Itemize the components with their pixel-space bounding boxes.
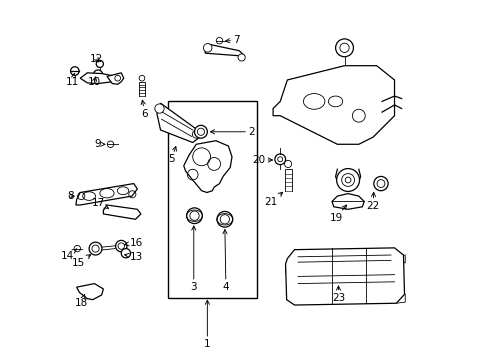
Text: 16: 16 bbox=[124, 238, 142, 248]
Circle shape bbox=[192, 130, 200, 138]
Text: 6: 6 bbox=[141, 100, 148, 118]
Text: 8: 8 bbox=[67, 191, 74, 201]
Circle shape bbox=[96, 60, 103, 67]
Circle shape bbox=[107, 141, 114, 148]
Polygon shape bbox=[394, 255, 405, 263]
Polygon shape bbox=[285, 248, 404, 305]
Polygon shape bbox=[103, 205, 141, 219]
Circle shape bbox=[115, 240, 127, 252]
Text: 15: 15 bbox=[72, 255, 91, 268]
Polygon shape bbox=[286, 296, 296, 304]
Text: 2: 2 bbox=[210, 127, 254, 137]
Text: 1: 1 bbox=[203, 300, 210, 349]
Circle shape bbox=[121, 249, 130, 258]
Polygon shape bbox=[331, 194, 364, 209]
Circle shape bbox=[74, 246, 81, 252]
Circle shape bbox=[274, 154, 285, 165]
Polygon shape bbox=[80, 73, 116, 84]
Text: 19: 19 bbox=[328, 205, 346, 223]
Text: 12: 12 bbox=[90, 54, 103, 64]
Text: 11: 11 bbox=[66, 73, 80, 87]
Polygon shape bbox=[395, 294, 405, 303]
Circle shape bbox=[284, 160, 291, 167]
Circle shape bbox=[115, 75, 121, 81]
Circle shape bbox=[373, 176, 387, 191]
Circle shape bbox=[93, 70, 102, 79]
Circle shape bbox=[216, 37, 222, 44]
Polygon shape bbox=[183, 141, 231, 193]
Text: 23: 23 bbox=[331, 286, 345, 302]
Polygon shape bbox=[107, 73, 123, 84]
Polygon shape bbox=[285, 260, 294, 273]
Circle shape bbox=[194, 125, 207, 138]
Circle shape bbox=[238, 54, 244, 61]
Circle shape bbox=[89, 242, 102, 255]
Circle shape bbox=[336, 168, 359, 192]
Text: 21: 21 bbox=[264, 192, 282, 207]
Circle shape bbox=[203, 44, 212, 52]
Text: 20: 20 bbox=[252, 155, 272, 165]
Circle shape bbox=[70, 67, 79, 75]
Text: 22: 22 bbox=[366, 192, 379, 211]
Circle shape bbox=[139, 75, 144, 81]
Bar bbox=[167, 102, 257, 298]
Text: 4: 4 bbox=[222, 230, 229, 292]
Polygon shape bbox=[205, 44, 244, 60]
Circle shape bbox=[155, 104, 164, 113]
Polygon shape bbox=[76, 184, 137, 205]
Text: 7: 7 bbox=[225, 35, 239, 45]
Text: 3: 3 bbox=[190, 226, 197, 292]
Text: 10: 10 bbox=[87, 77, 101, 87]
Circle shape bbox=[186, 208, 202, 224]
Circle shape bbox=[217, 211, 232, 227]
Text: 13: 13 bbox=[124, 252, 142, 262]
Text: 17: 17 bbox=[92, 198, 108, 208]
Polygon shape bbox=[157, 103, 200, 143]
Polygon shape bbox=[77, 284, 103, 300]
Text: 5: 5 bbox=[168, 147, 176, 164]
Text: 14: 14 bbox=[61, 249, 77, 261]
Text: 9: 9 bbox=[94, 139, 105, 149]
Text: 18: 18 bbox=[75, 294, 88, 308]
Circle shape bbox=[335, 39, 353, 57]
Polygon shape bbox=[272, 66, 394, 144]
